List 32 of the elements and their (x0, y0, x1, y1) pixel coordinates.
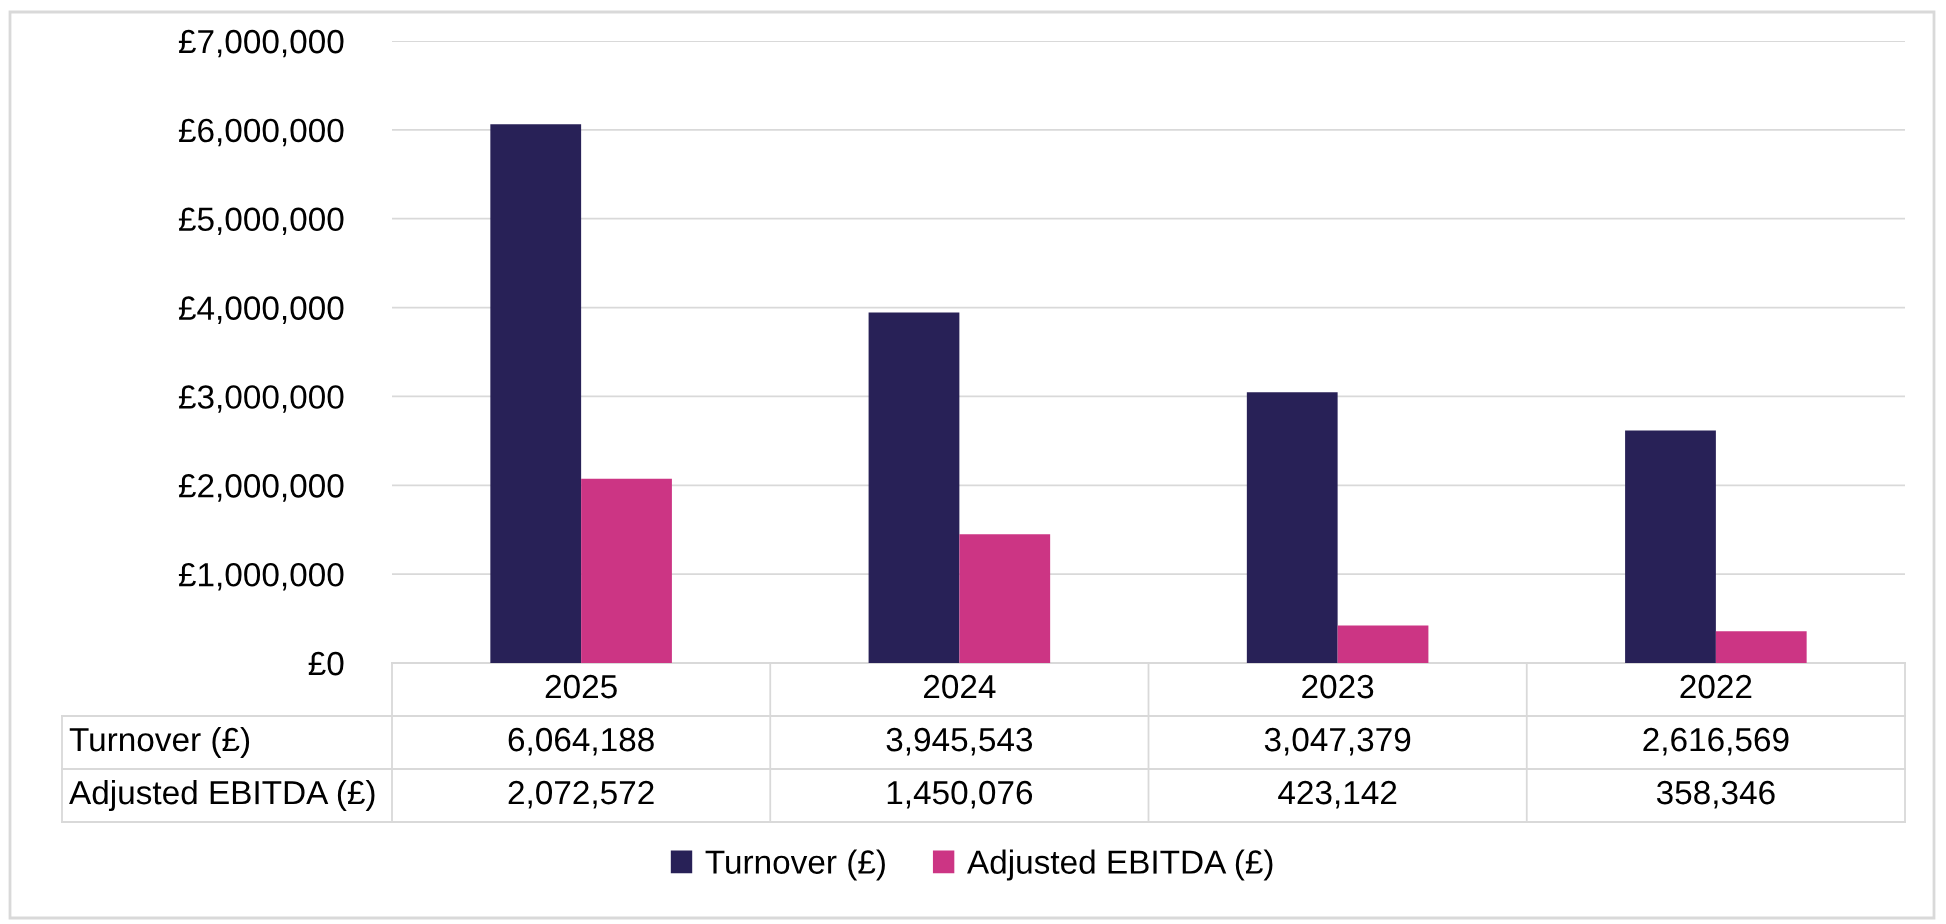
y-tick-label: £6,000,000 (178, 118, 344, 147)
bar (959, 534, 1051, 663)
y-tick-label: £3,000,000 (178, 385, 344, 413)
x-tick-label: 2025 (545, 674, 617, 699)
data-label: 6,064,188 (508, 727, 654, 756)
data-label: 3,945,543 (886, 727, 1033, 756)
data-label: 1,450,076 (887, 780, 1033, 809)
y-tick-label: £1,000,000 (178, 562, 344, 591)
y-tick-label: £7,000,000 (178, 29, 344, 58)
y-tick-label: £5,000,000 (178, 207, 344, 236)
y-tick-label: £4,000,000 (178, 296, 344, 324)
x-tick-label: 2023 (1302, 674, 1374, 699)
text: Adjusted EBITDA (£) (69, 779, 375, 812)
bar (1246, 392, 1338, 663)
data-label: 3,047,379 (1264, 727, 1411, 756)
data-label: 423,142 (1278, 780, 1397, 809)
bar (1625, 430, 1716, 663)
y-tick-label: £2,000,000 (178, 474, 344, 502)
legend-label: Turnover (£) (705, 849, 885, 881)
legend-label: Adjusted EBITDA (£) (967, 849, 1273, 881)
data-label: 358,346 (1656, 780, 1775, 809)
bar (490, 124, 582, 663)
x-tick-label: 2024 (923, 674, 996, 699)
data-label: 2,616,569 (1643, 727, 1789, 756)
text: Turnover (£) (69, 726, 250, 759)
bar (1715, 631, 1807, 663)
bar (868, 312, 960, 663)
y-tick-label: £0 (308, 651, 344, 676)
bar (1337, 625, 1429, 663)
x-tick-label: 2022 (1680, 674, 1752, 699)
data-label: 2,072,572 (508, 780, 654, 809)
bar (581, 478, 672, 663)
